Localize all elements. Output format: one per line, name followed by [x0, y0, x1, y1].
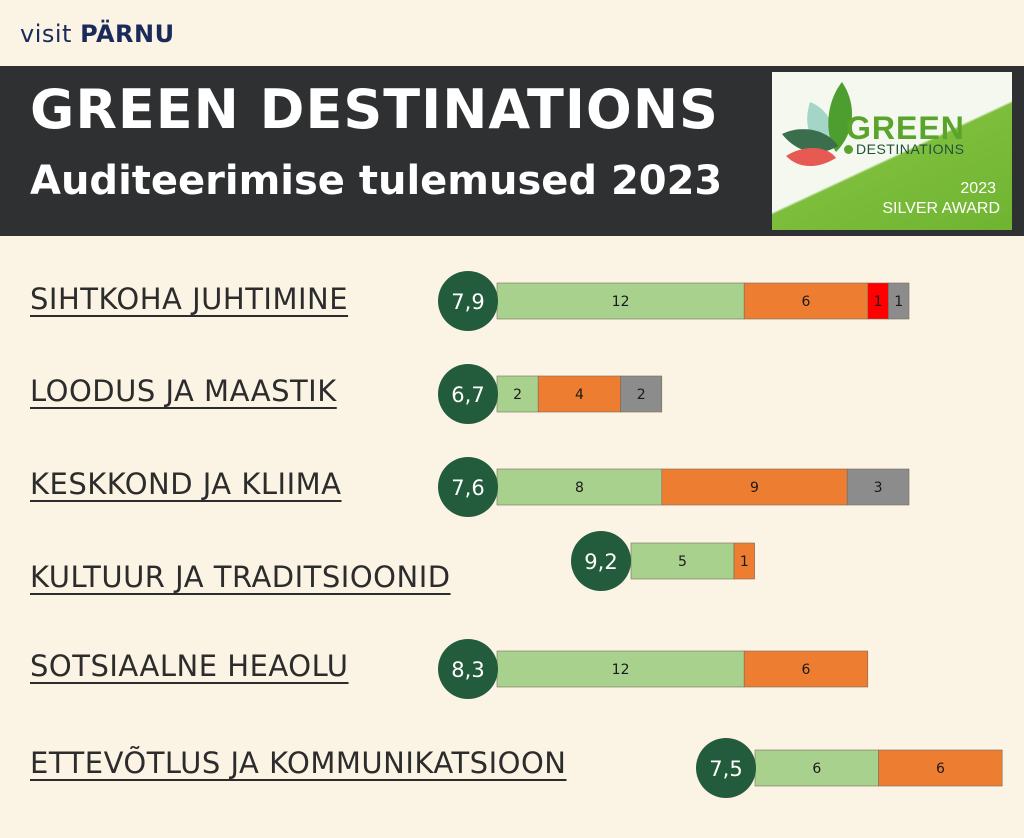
badge-award: SILVER AWARD — [882, 200, 1000, 217]
category-label: LOODUS JA MAASTIK — [30, 374, 337, 408]
bar-segment — [878, 749, 1003, 787]
bar-segment-label: 6 — [812, 761, 821, 777]
bar-segment — [743, 650, 869, 688]
score-circle — [438, 364, 498, 424]
score-label: 7,5 — [709, 757, 742, 781]
logo-parnu: PÄRNU — [80, 20, 175, 48]
score-circle — [438, 457, 498, 517]
bar-segment-label: 1 — [740, 554, 749, 570]
score-label: 7,6 — [451, 476, 484, 500]
score-circle — [571, 531, 631, 591]
bar-segment — [496, 650, 745, 688]
score-label: 6,7 — [451, 383, 484, 407]
bar-segment-label: 3 — [874, 480, 883, 496]
bar-segment-label: 12 — [612, 662, 630, 678]
green-destinations-award-badge: GREEN DESTINATIONS 2023 SILVER AWARD — [772, 72, 1012, 230]
page-title: GREEN DESTINATIONS — [30, 78, 719, 141]
bar-segment — [743, 282, 869, 320]
bar-segment-label: 2 — [637, 387, 646, 403]
score-label: 7,9 — [451, 290, 484, 314]
score-circle — [438, 271, 498, 331]
score-circle — [696, 738, 756, 798]
visit-parnu-logo: visit PÄRNU — [20, 20, 175, 48]
bar-segment — [630, 542, 735, 580]
bar-segment-label: 6 — [802, 662, 811, 678]
bar-segment — [496, 282, 745, 320]
bar-segment-label: 12 — [612, 294, 630, 310]
bar-segment-label: 4 — [575, 387, 584, 403]
bar-segment-label: 1 — [894, 294, 903, 310]
bar-segment-label: 2 — [513, 387, 522, 403]
score-label: 9,2 — [584, 550, 617, 574]
bar-segment — [661, 468, 848, 506]
badge-word-destinations: DESTINATIONS — [844, 141, 964, 157]
bar-segment-label: 6 — [936, 761, 945, 777]
category-label: KESKKOND JA KLIIMA — [30, 467, 342, 501]
category-label: SIHTKOHA JUHTIMINE — [30, 282, 349, 316]
bar-segment-label: 9 — [750, 480, 759, 496]
bar-segment — [620, 375, 663, 413]
leaf-icon — [782, 82, 853, 167]
bar-segment — [733, 542, 755, 580]
logo-visit: visit — [20, 20, 72, 48]
bar-segment-label: 8 — [575, 480, 584, 496]
bar-segment — [496, 468, 663, 506]
bar-segment-label: 1 — [874, 294, 883, 310]
category-label: ETTEVÕTLUS JA KOMMUNIKATSIOON — [30, 746, 567, 780]
category-label: SOTSIAALNE HEAOLU — [30, 649, 349, 683]
score-label: 8,3 — [451, 658, 484, 682]
bar-segment-label: 6 — [802, 294, 811, 310]
page-subtitle: Auditeerimise tulemused 2023 — [30, 158, 723, 204]
category-label: KULTUUR JA TRADITSIOONID — [30, 560, 451, 594]
bar-segment-label: 5 — [678, 554, 687, 570]
badge-word-green: GREEN — [846, 110, 965, 146]
bar-segment — [888, 282, 910, 320]
bar-segment — [846, 468, 910, 506]
score-circle — [438, 639, 498, 699]
badge-year: 2023 — [960, 180, 996, 197]
bar-segment — [537, 375, 621, 413]
